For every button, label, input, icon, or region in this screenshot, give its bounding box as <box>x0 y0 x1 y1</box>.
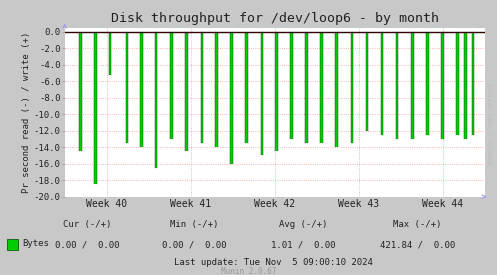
Bar <box>472 32 474 135</box>
Text: Avg (-/+): Avg (-/+) <box>279 220 328 229</box>
Bar <box>456 32 459 135</box>
Text: RRDTOOL / TOBI OETIKER: RRDTOOL / TOBI OETIKER <box>489 82 494 165</box>
Text: Last update: Tue Nov  5 09:00:10 2024: Last update: Tue Nov 5 09:00:10 2024 <box>174 258 373 266</box>
Bar <box>335 32 338 147</box>
Bar <box>126 32 128 143</box>
Text: Max (-/+): Max (-/+) <box>393 220 442 229</box>
Bar <box>396 32 399 139</box>
Bar <box>441 32 444 139</box>
Bar <box>140 32 143 147</box>
Bar <box>350 32 353 143</box>
Bar <box>426 32 429 135</box>
Title: Disk throughput for /dev/loop6 - by month: Disk throughput for /dev/loop6 - by mont… <box>111 12 438 25</box>
Bar <box>305 32 308 143</box>
Text: Min (-/+): Min (-/+) <box>169 220 218 229</box>
Bar <box>80 32 82 151</box>
Y-axis label: Pr second read (-) / write (+): Pr second read (-) / write (+) <box>22 31 31 193</box>
Bar <box>411 32 414 139</box>
Text: Munin 2.0.67: Munin 2.0.67 <box>221 267 276 275</box>
Text: 0.00 /  0.00: 0.00 / 0.00 <box>55 241 119 249</box>
Bar <box>201 32 203 143</box>
Bar <box>109 32 111 75</box>
Bar <box>275 32 278 151</box>
Text: 1.01 /  0.00: 1.01 / 0.00 <box>271 241 335 249</box>
Bar <box>170 32 173 139</box>
Bar <box>215 32 218 147</box>
Bar <box>155 32 158 168</box>
Bar <box>366 32 368 131</box>
Text: Cur (-/+): Cur (-/+) <box>63 220 111 229</box>
Bar <box>185 32 188 151</box>
Bar <box>261 32 263 155</box>
Bar <box>231 32 233 164</box>
Text: Bytes: Bytes <box>22 239 49 248</box>
Bar <box>94 32 96 184</box>
Bar <box>321 32 323 143</box>
Text: 421.84 /  0.00: 421.84 / 0.00 <box>380 241 455 249</box>
Bar <box>464 32 467 139</box>
Text: 0.00 /  0.00: 0.00 / 0.00 <box>162 241 226 249</box>
Bar <box>245 32 248 143</box>
Bar <box>381 32 383 135</box>
Bar <box>290 32 293 139</box>
